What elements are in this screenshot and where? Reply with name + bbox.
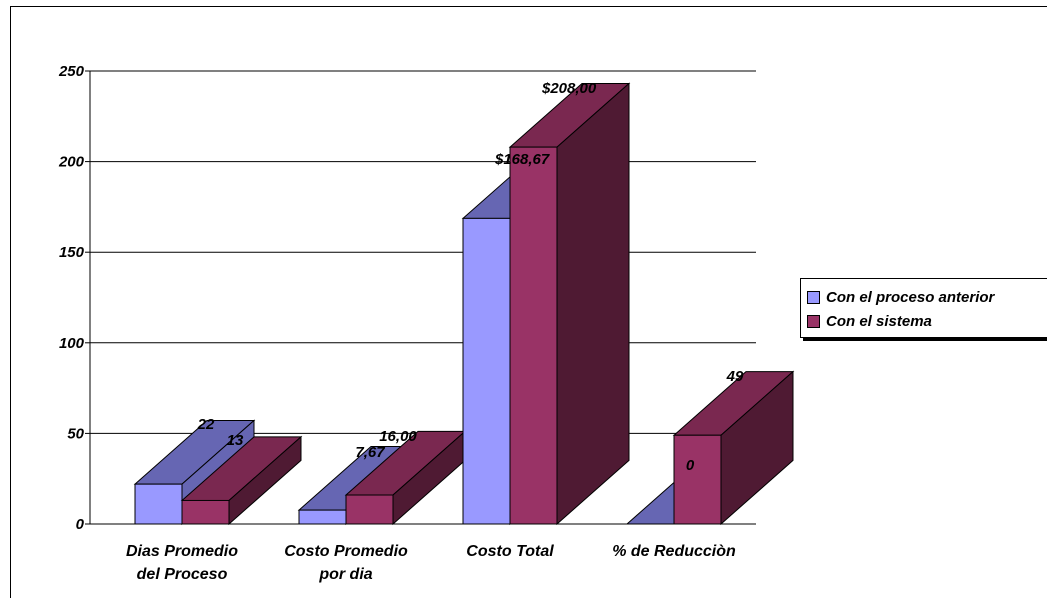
legend-label-series-2: Con el sistema [826,312,932,330]
legend-swatch-series-1 [807,290,820,304]
data-label-2-4: 49 [726,368,744,385]
data-label-extra-1: 0 [686,457,695,474]
bar-2-2 [344,430,467,526]
data-label-1-1: 22 [197,416,215,433]
y-tick-label-0: 0 [76,516,85,533]
bar-2-3 [508,82,631,526]
legend-swatch-series-2 [807,314,820,328]
y-tick-label-100: 100 [59,335,85,352]
data-label-2-1: 13 [227,432,244,449]
x-tick-label-1-1: Dias Promedio [126,543,238,560]
data-label-2-3: $208,00 [541,80,597,97]
legend-item-series-2: Con el sistema [807,309,1047,333]
legend-item-series-1: Con el proceso anterior [807,285,1047,309]
bar-2-1 [180,435,303,526]
bar-2-4 [672,370,795,526]
x-tick-label-2-2: por dia [318,566,372,583]
x-tick-label-4-1: % de Reducciòn [612,543,736,560]
x-tick-label-3-1: Costo Total [466,543,554,560]
y-tick-label-150: 150 [59,244,85,261]
y-tick-label-250: 250 [58,63,85,80]
y-tick-label-200: 200 [58,154,85,171]
legend: Con el proceso anterior Con el sistema [800,278,1047,338]
data-label-1-2: 7,67 [355,444,385,461]
legend-label-series-1: Con el proceso anterior [826,288,995,306]
x-tick-label-1-2: del Proceso [137,566,228,583]
chart-frame [10,6,1047,598]
data-label-1-3: $168,67 [494,151,550,168]
data-label-2-2: 16,00 [379,428,417,445]
x-tick-label-2-1: Costo Promedio [284,543,408,560]
y-tick-label-50: 50 [67,425,84,442]
